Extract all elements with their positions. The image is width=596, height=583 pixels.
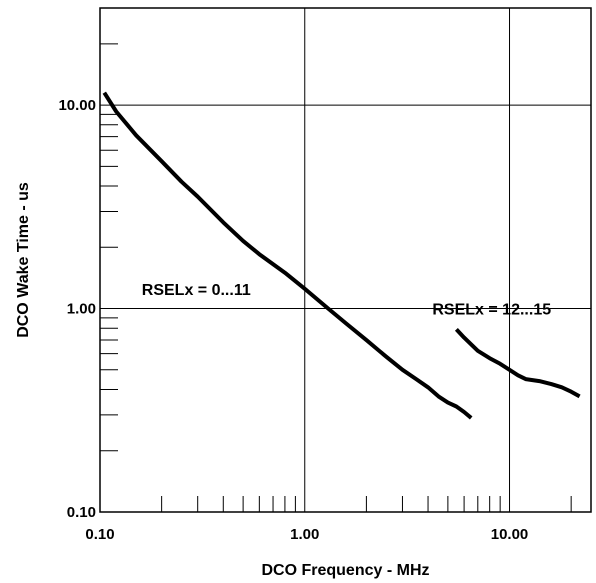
annotation-label: RSELx = 12...15 bbox=[432, 302, 551, 319]
x-tick-labels: 0.10 1.00 10.00 bbox=[85, 526, 528, 543]
y-tick-label: 1.00 bbox=[67, 301, 96, 318]
annotation-layer: RSELx = 0...11 RSELx = 12...15 bbox=[142, 282, 551, 319]
y-axis-label: DCO Wake Time - us bbox=[15, 182, 32, 338]
x-tick-label: 1.00 bbox=[290, 526, 319, 543]
series-layer bbox=[102, 91, 581, 420]
x-axis-label: DCO Frequency - MHz bbox=[261, 562, 429, 579]
y-tick-label: 0.10 bbox=[67, 504, 96, 521]
series-line-1 bbox=[102, 91, 473, 420]
x-tick-label: 10.00 bbox=[491, 526, 529, 543]
y-tick-label: 10.00 bbox=[58, 97, 96, 114]
x-tick-label: 0.10 bbox=[85, 526, 114, 543]
series-line-2 bbox=[454, 328, 581, 399]
annotation-label: RSELx = 0...11 bbox=[142, 282, 251, 299]
minor-tick-layer bbox=[100, 43, 572, 512]
y-tick-labels: 0.10 1.00 10.00 bbox=[58, 97, 96, 521]
plot-frame bbox=[99, 7, 592, 513]
grid-layer bbox=[100, 8, 591, 512]
